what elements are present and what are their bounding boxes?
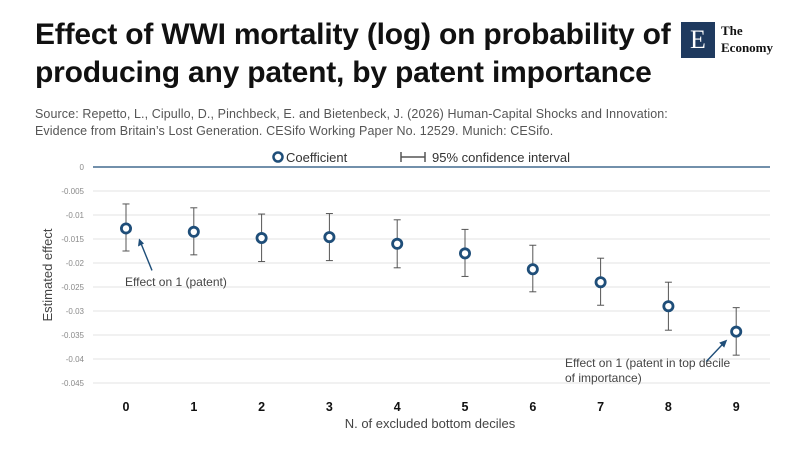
annotations: Effect on 1 (patent) Effect on 1 (patent … — [125, 238, 731, 385]
coefficient-point — [662, 300, 675, 313]
y-tick-label: -0.035 — [61, 331, 84, 340]
coefficient-point — [526, 263, 539, 276]
y-tick-label: -0.015 — [61, 235, 84, 244]
y-tick-label: -0.005 — [61, 187, 84, 196]
coefficient-point — [594, 276, 607, 289]
x-tick-label: 3 — [326, 400, 333, 414]
x-axis-ticks: 0 1 2 3 4 5 6 7 8 9 — [123, 400, 740, 414]
annotation-text: Effect on 1 (patent) — [125, 275, 227, 289]
logo-wordmark: The Economy — [721, 22, 773, 56]
chart-title-line-2: producing any patent, by patent importan… — [35, 56, 652, 89]
x-tick-label: 4 — [394, 400, 401, 414]
the-economy-logo: E The Economy — [681, 22, 781, 58]
x-tick-label: 7 — [597, 400, 604, 414]
annotation-arrowhead — [719, 339, 728, 348]
chart-legend: Coefficient 95% confidence interval — [272, 150, 570, 165]
chart-title: Effect of WWI mortality (log) on probabi… — [35, 16, 675, 92]
y-tick-label: -0.03 — [66, 307, 85, 316]
coefficient-point — [255, 232, 268, 245]
coefficient-point — [391, 237, 404, 250]
source-line-2: Evidence from Britain’s Lost Generation.… — [35, 124, 554, 138]
annotation-arrow-line — [705, 343, 724, 363]
y-tick-label: -0.025 — [61, 283, 84, 292]
annotation-arrowhead — [138, 238, 144, 247]
chart-title-line-1: Effect of WWI mortality (log) on probabi… — [35, 18, 671, 51]
source-line-1: Source: Repetto, L., Cipullo, D., Pinchb… — [35, 107, 668, 121]
legend-ci-label: 95% confidence interval — [432, 150, 570, 165]
y-tick-label: -0.02 — [66, 259, 85, 268]
coefficient-points — [120, 222, 743, 338]
x-tick-label: 0 — [123, 400, 130, 414]
x-tick-label: 2 — [258, 400, 265, 414]
x-tick-label: 5 — [462, 400, 469, 414]
y-axis-ticks: 0 -0.005 -0.01 -0.015 -0.02 -0.025 -0.03 -0.035… — [61, 163, 84, 388]
annotation-text: Effect on 1 (patent in top decile — [565, 356, 731, 370]
y-tick-label: 0 — [80, 163, 85, 172]
x-tick-label: 6 — [529, 400, 536, 414]
logo-line-2: Economy — [721, 40, 773, 55]
gridlines — [93, 166, 770, 384]
annotation-arrow-line — [140, 243, 153, 271]
y-axis-title: Estimated effect — [40, 228, 55, 321]
x-tick-label: 1 — [190, 400, 197, 414]
x-tick-label: 8 — [665, 400, 672, 414]
legend-coefficient-marker — [272, 151, 284, 163]
coefficient-point — [323, 231, 336, 244]
logo-line-1: The — [721, 23, 743, 38]
x-tick-label: 9 — [733, 400, 740, 414]
coefficient-point — [458, 247, 471, 260]
y-tick-label: -0.045 — [61, 379, 84, 388]
x-axis-title: N. of excluded bottom deciles — [345, 416, 516, 431]
legend-coefficient-label: Coefficient — [286, 150, 348, 165]
annotation-text: of importance) — [565, 371, 642, 385]
coefficient-point — [187, 225, 200, 238]
y-tick-label: -0.04 — [66, 355, 85, 364]
source-note: Source: Repetto, L., Cipullo, D., Pinchb… — [35, 106, 685, 140]
coefficient-point — [730, 325, 743, 338]
y-tick-label: -0.01 — [66, 211, 85, 220]
coefficient-point — [120, 222, 133, 235]
logo-mark: E — [681, 22, 715, 58]
